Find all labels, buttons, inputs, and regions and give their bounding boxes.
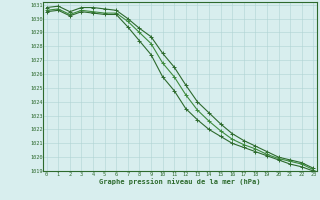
X-axis label: Graphe pression niveau de la mer (hPa): Graphe pression niveau de la mer (hPa): [99, 178, 261, 185]
